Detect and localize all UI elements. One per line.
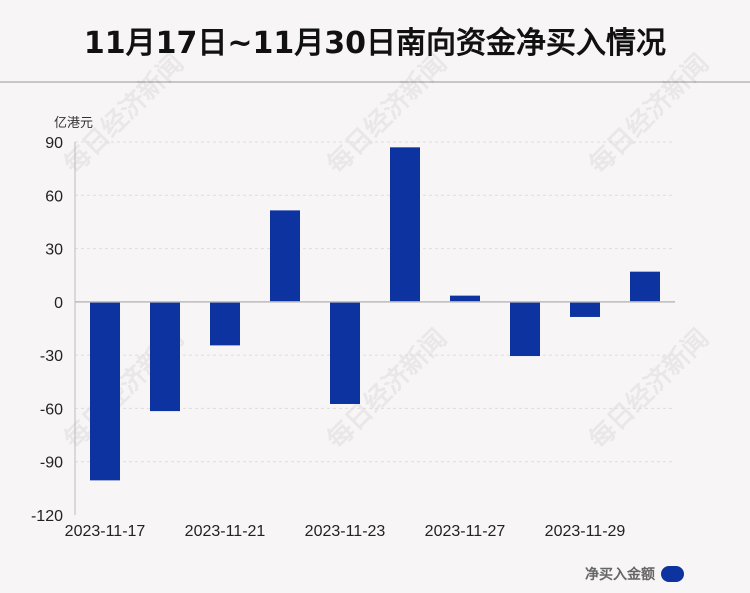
title-divider: [0, 81, 750, 83]
x-tick-label: 2023-11-23: [305, 523, 386, 540]
y-tick-label: -60: [40, 401, 63, 418]
bar-2023-11-22: [270, 210, 300, 302]
bar-2023-11-28: [510, 301, 540, 357]
watermark: 每日经济新闻: [58, 48, 190, 180]
bar-2023-11-17: [90, 301, 120, 481]
x-tick-label: 2023-11-17: [65, 523, 146, 540]
y-tick-label: 60: [45, 188, 63, 205]
bar-2023-11-29: [570, 301, 600, 317]
y-tick-label: -90: [40, 455, 63, 472]
x-tick-label: 2023-11-21: [185, 523, 266, 540]
bar-2023-11-23: [330, 301, 360, 404]
y-axis-unit: 亿港元: [54, 116, 94, 131]
bar-2023-11-30: [630, 271, 660, 302]
y-tick-label: -120: [31, 508, 63, 525]
watermark: 每日经济新闻: [583, 48, 715, 180]
bar-2023-11-20: [150, 301, 180, 412]
y-tick-label: 30: [45, 242, 63, 259]
x-tick-label: 2023-11-27: [425, 523, 506, 540]
y-tick-label: 0: [54, 295, 63, 312]
legend-swatch: [661, 566, 684, 582]
y-tick-label: 90: [45, 135, 63, 152]
bar-2023-11-21: [210, 301, 240, 346]
watermark: 每日经济新闻: [583, 323, 715, 455]
watermark: 每日经济新闻: [321, 48, 453, 180]
bar-2023-11-24: [390, 147, 420, 302]
chart-title: 11月17日~11月30日南向资金净买入情况: [83, 26, 667, 61]
y-tick-label: -30: [40, 348, 63, 365]
x-tick-label: 2023-11-29: [545, 523, 626, 540]
bar-2023-11-27: [450, 295, 480, 302]
legend: 净买入金额: [585, 564, 684, 584]
legend-label: 净买入金额: [585, 567, 655, 583]
